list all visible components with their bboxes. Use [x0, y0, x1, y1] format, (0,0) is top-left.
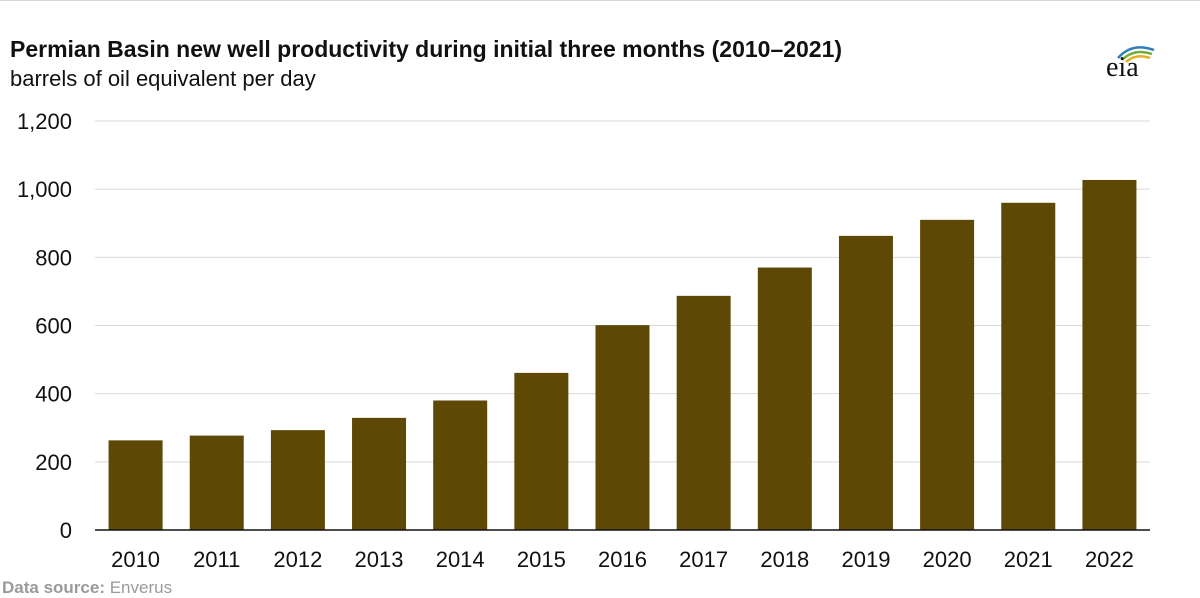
x-tick-label: 2013 — [355, 547, 404, 572]
x-tick-label: 2010 — [111, 547, 160, 572]
x-tick-label: 2018 — [760, 547, 809, 572]
bar — [352, 417, 407, 530]
x-tick-label: 2012 — [273, 547, 322, 572]
bar — [595, 325, 650, 530]
chart-title: Permian Basin new well productivity duri… — [10, 36, 843, 62]
data-source-label: Data source: — [2, 578, 105, 597]
x-tick-label: 2020 — [923, 547, 972, 572]
y-tick-label: 0 — [60, 518, 72, 543]
x-tick-label: 2015 — [517, 547, 566, 572]
bar — [1082, 179, 1137, 530]
x-tick-label: 2022 — [1085, 547, 1134, 572]
y-tick-label: 1,000 — [17, 177, 72, 202]
data-source: Data source: Enverus — [2, 578, 172, 598]
top-rule — [0, 0, 1200, 1]
chart-subtitle: barrels of oil equivalent per day — [10, 66, 316, 91]
eia-logo-text: eia — [1106, 52, 1139, 83]
bar — [189, 435, 244, 530]
x-tick-label: 2011 — [193, 547, 240, 572]
y-tick-label: 800 — [35, 245, 72, 270]
eia-logo-swoosh-icon — [1117, 46, 1155, 63]
bar — [838, 235, 893, 530]
bar — [433, 400, 488, 530]
x-tick-label: 2017 — [679, 547, 728, 572]
bar — [108, 440, 163, 530]
x-tick-label: 2014 — [436, 547, 485, 572]
x-tick-label: 2016 — [598, 547, 647, 572]
data-source-value: Enverus — [109, 578, 173, 597]
y-tick-label: 400 — [35, 382, 72, 407]
bar — [676, 295, 731, 530]
bar — [1001, 202, 1056, 531]
bar — [514, 372, 569, 530]
bar — [757, 267, 812, 530]
bar — [920, 219, 975, 530]
y-tick-label: 600 — [35, 314, 72, 339]
y-tick-label: 1,200 — [17, 109, 72, 134]
bar — [270, 430, 325, 530]
eia-logo: eia — [1098, 40, 1160, 86]
y-tick-label: 200 — [35, 450, 72, 475]
x-tick-label: 2019 — [841, 547, 890, 572]
x-tick-label: 2021 — [1004, 547, 1053, 572]
